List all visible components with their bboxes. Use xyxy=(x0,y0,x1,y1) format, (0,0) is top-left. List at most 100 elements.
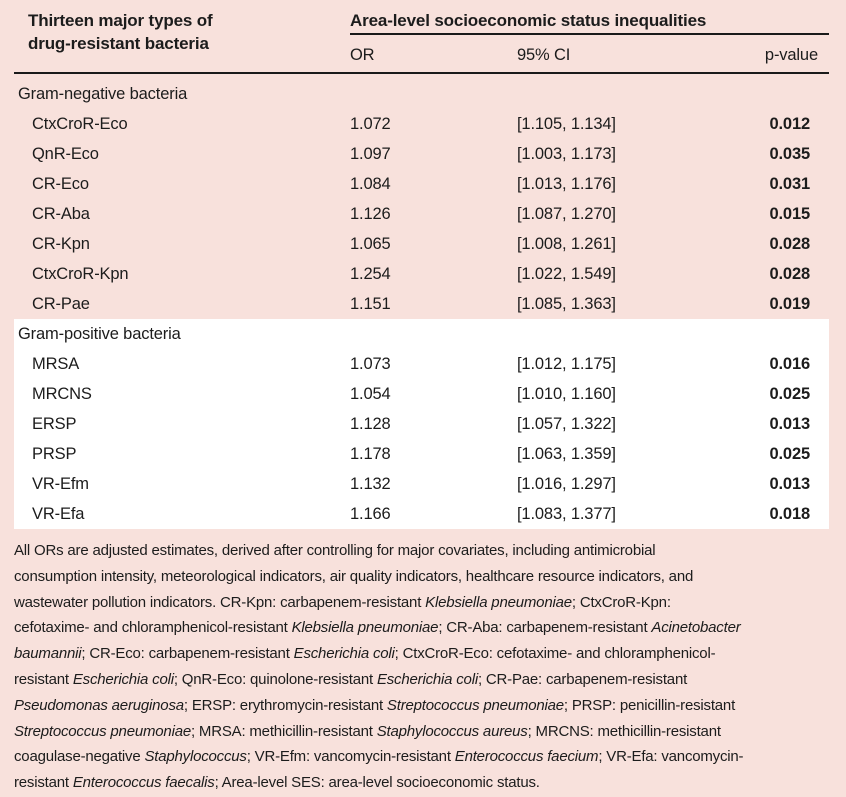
footnote-text: ; CtxCroR-Eco: cefotaxime- and chloramph… xyxy=(394,645,716,663)
footnote-line: All ORs are adjusted estimates, derived … xyxy=(14,538,838,564)
footnote-line: resistant Enterococcus faecalis; Area-le… xyxy=(14,770,838,796)
species-name-italic: Klebsiella pneumoniae xyxy=(291,619,439,637)
cell-ci: [1.105, 1.134] xyxy=(517,114,616,133)
table-row: MRSA 1.073 [1.012, 1.175] 0.016 xyxy=(14,349,829,379)
cell-ci: [1.016, 1.297] xyxy=(517,474,616,493)
table-row: CR-Kpn 1.065 [1.008, 1.261] 0.028 xyxy=(14,229,829,259)
table-section: Gram-positive bacteria MRSA 1.073 [1.012, 1… xyxy=(14,319,829,529)
cell-ci: [1.087, 1.270] xyxy=(517,204,616,223)
table-row: CR-Eco 1.084 [1.013, 1.176] 0.031 xyxy=(14,169,829,199)
section-group-header: Gram-negative bacteria xyxy=(18,85,188,103)
species-name-italic: baumannii xyxy=(14,645,82,663)
cell-name: MRSA xyxy=(32,354,80,373)
cell-or: 1.054 xyxy=(350,384,391,403)
footnote-line: baumannii; CR-Eco: carbapenem-resistant … xyxy=(14,641,838,667)
footnote-line: consumption intensity, meteorological in… xyxy=(14,564,838,590)
row-header-title-line2: drug-resistant bacteria xyxy=(28,34,209,53)
footnote-text: ; VR-Efa: vancomycin- xyxy=(598,748,744,766)
cell-p: 0.019 xyxy=(769,294,810,313)
footnote-text: wastewater pollution indicators. CR-Kpn:… xyxy=(14,593,426,611)
cell-name: VR-Efa xyxy=(32,504,85,523)
cell-or: 1.126 xyxy=(350,204,391,223)
table-row: PRSP 1.178 [1.063, 1.359] 0.025 xyxy=(14,439,829,469)
cell-name: QnR-Eco xyxy=(32,144,99,163)
footnote-text: ; CtxCroR-Kpn: xyxy=(571,593,671,611)
table-row: ERSP 1.128 [1.057, 1.322] 0.013 xyxy=(14,409,829,439)
cell-name: CR-Eco xyxy=(32,174,89,193)
cell-ci: [1.012, 1.175] xyxy=(517,354,616,373)
cell-p: 0.035 xyxy=(769,144,810,163)
table-row: VR-Efm 1.132 [1.016, 1.297] 0.013 xyxy=(14,469,829,499)
table-row: CtxCroR-Eco 1.072 [1.105, 1.134] 0.012 xyxy=(14,109,829,139)
footnote-text: ; VR-Efm: vancomycin-resistant xyxy=(246,748,455,766)
cell-or: 1.097 xyxy=(350,144,391,163)
cell-name: VR-Efm xyxy=(32,474,89,493)
cell-or: 1.166 xyxy=(350,504,391,523)
cell-p: 0.015 xyxy=(769,204,810,223)
footnote-text: ; ERSP: erythromycin-resistant xyxy=(183,696,387,714)
footnote-text: cefotaxime- and chloramphenicol-resistan… xyxy=(14,619,292,637)
cell-or: 1.072 xyxy=(350,114,391,133)
cell-p: 0.013 xyxy=(769,414,810,433)
cell-name: PRSP xyxy=(32,444,77,463)
table-row: VR-Efa 1.166 [1.083, 1.377] 0.018 xyxy=(14,499,829,529)
cell-ci: [1.063, 1.359] xyxy=(517,444,616,463)
column-header-pvalue: p-value xyxy=(764,45,818,64)
cell-p: 0.025 xyxy=(769,444,810,463)
species-name-italic: Enterococcus faecalis xyxy=(72,774,215,792)
footnote-text: coagulase-negative xyxy=(14,748,145,766)
cell-p: 0.025 xyxy=(769,384,810,403)
cell-p: 0.018 xyxy=(769,504,810,523)
cell-name: CR-Aba xyxy=(32,204,90,223)
column-header-ci: 95% CI xyxy=(517,45,571,64)
footnote-line: resistant Escherichia coli; QnR-Eco: qui… xyxy=(14,667,838,693)
column-group-title: Area-level socioeconomic status inequali… xyxy=(350,11,707,30)
cell-ci: [1.013, 1.176] xyxy=(517,174,616,193)
species-name-italic: Klebsiella pneumoniae xyxy=(425,593,572,611)
cell-or: 1.132 xyxy=(350,474,391,493)
rule-under-group-title xyxy=(350,33,829,35)
cell-name: CtxCroR-Eco xyxy=(32,114,128,133)
table-row: MRCNS 1.054 [1.010, 1.160] 0.025 xyxy=(14,379,829,409)
cell-p: 0.028 xyxy=(769,264,810,283)
cell-p: 0.031 xyxy=(769,174,810,193)
cell-ci: [1.022, 1.549] xyxy=(517,264,616,283)
rule-under-column-headers xyxy=(14,72,829,74)
footnote-line: Pseudomonas aeruginosa; ERSP: erythromyc… xyxy=(14,693,838,719)
cell-or: 1.065 xyxy=(350,234,391,253)
footnote-line: cefotaxime- and chloramphenicol-resistan… xyxy=(14,615,838,641)
cell-ci: [1.010, 1.160] xyxy=(517,384,616,403)
species-name-italic: Escherichia coli xyxy=(72,670,174,688)
table-row: CR-Aba 1.126 [1.087, 1.270] 0.015 xyxy=(14,199,829,229)
footnote-line: coagulase-negative Staphylococcus; VR-Ef… xyxy=(14,744,838,770)
footnote-text: consumption intensity, meteorological in… xyxy=(14,567,694,585)
footnote-text: ; QnR-Eco: quinolone-resistant xyxy=(173,670,377,688)
table-body: Gram-negative bacteria CtxCroR-Eco 1.072 [1… xyxy=(14,79,829,529)
cell-name: MRCNS xyxy=(32,384,92,403)
cell-or: 1.178 xyxy=(350,444,391,463)
cell-name: ERSP xyxy=(32,414,77,433)
table-row: CR-Pae 1.151 [1.085, 1.363] 0.019 xyxy=(14,289,829,319)
footnote-text: ; PRSP: penicillin-resistant xyxy=(563,696,736,714)
cell-p: 0.012 xyxy=(769,114,810,133)
cell-or: 1.254 xyxy=(350,264,391,283)
footnote-text: resistant xyxy=(14,670,73,688)
species-name-italic: Acinetobacter xyxy=(651,619,741,637)
row-header-title: Thirteen major types of drug-resistant b… xyxy=(28,9,328,55)
table-row: CtxCroR-Kpn 1.254 [1.022, 1.549] 0.028 xyxy=(14,259,829,289)
cell-p: 0.016 xyxy=(769,354,810,373)
cell-name: CR-Kpn xyxy=(32,234,90,253)
footnote-text: ; CR-Aba: carbapenem-resistant xyxy=(438,619,652,637)
footnote-text: ; MRCNS: methicillin-resistant xyxy=(527,722,721,740)
footnote-text: ; CR-Eco: carbapenem-resistant xyxy=(81,645,294,663)
footnote-text: ; Area-level SES: area-level socioeconom… xyxy=(214,774,540,792)
footnote-text: ; CR-Pae: carbapenem-resistant xyxy=(477,670,688,688)
cell-p: 0.013 xyxy=(769,474,810,493)
row-header-title-line1: Thirteen major types of xyxy=(28,11,213,30)
cell-or: 1.128 xyxy=(350,414,391,433)
footnote: All ORs are adjusted estimates, derived … xyxy=(14,538,838,796)
species-name-italic: Streptococcus pneumoniae xyxy=(14,722,191,740)
species-name-italic: Pseudomonas aeruginosa xyxy=(14,696,184,714)
cell-ci: [1.003, 1.173] xyxy=(517,144,616,163)
